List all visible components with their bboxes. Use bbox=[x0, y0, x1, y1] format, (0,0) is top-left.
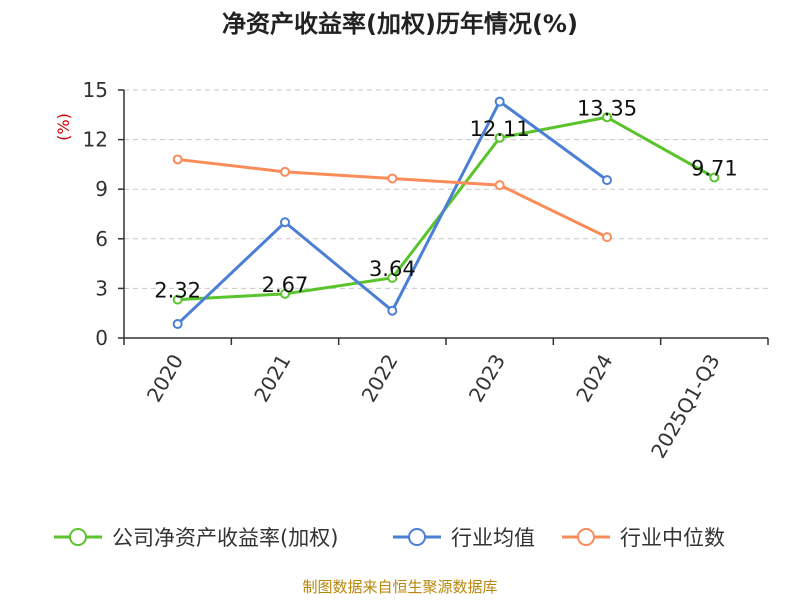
data-point bbox=[280, 288, 290, 299]
legend-item: 行业中位数 bbox=[562, 526, 725, 550]
data-point bbox=[602, 112, 612, 123]
x-tick-label: 2024 bbox=[571, 350, 617, 406]
y-tick-label: 12 bbox=[83, 128, 108, 152]
y-tick-label: 6 bbox=[95, 227, 108, 251]
data-point bbox=[172, 154, 183, 165]
legend-label: 行业中位数 bbox=[620, 526, 725, 550]
legend-marker bbox=[577, 528, 595, 546]
grid bbox=[124, 89, 768, 289]
x-tick-label: 2023 bbox=[464, 350, 510, 406]
data-label: 2.32 bbox=[154, 279, 201, 303]
legend: 公司净资产收益率(加权) 行业均值 行业中位数 bbox=[54, 526, 725, 550]
data-point bbox=[494, 96, 505, 107]
series-1 bbox=[172, 96, 612, 329]
legend-item: 公司净资产收益率(加权) bbox=[54, 526, 338, 550]
data-label: 2.67 bbox=[262, 273, 309, 297]
legend-marker bbox=[69, 528, 87, 546]
series bbox=[172, 96, 720, 329]
y-tick-label: 15 bbox=[83, 78, 108, 102]
axes: 0 3 6 9 12 15 2020 2021 2022 2023 2024 2025Q1-Q3 bbox=[83, 78, 769, 462]
data-label: 3.64 bbox=[369, 257, 416, 281]
x-tick-label: 2022 bbox=[356, 350, 402, 406]
data-point bbox=[602, 175, 612, 186]
y-tick-label: 3 bbox=[95, 276, 108, 300]
series-line bbox=[177, 157, 608, 239]
legend-marker bbox=[408, 528, 426, 546]
data-label: 12.11 bbox=[470, 117, 530, 141]
legend-label: 行业均值 bbox=[451, 526, 535, 550]
data-point bbox=[709, 172, 720, 183]
data-label: 9.71 bbox=[691, 156, 738, 180]
chart-title: 净资产收益率(加权)历年情况(%) bbox=[222, 10, 578, 38]
data-point bbox=[280, 166, 290, 177]
series-2 bbox=[172, 154, 612, 243]
data-point bbox=[387, 173, 398, 184]
x-tick-label: 2020 bbox=[142, 350, 188, 406]
data-point bbox=[602, 232, 612, 243]
data-labels: 2.32 2.67 3.64 12.11 13.35 9.71 bbox=[154, 96, 737, 302]
data-point bbox=[172, 294, 183, 305]
legend-item: 行业均值 bbox=[393, 526, 535, 550]
x-tick-label: 2021 bbox=[249, 350, 295, 406]
source-note: 制图数据来自恒生聚源数据库 bbox=[302, 578, 497, 596]
data-point bbox=[494, 180, 505, 191]
data-point bbox=[494, 132, 505, 143]
series-line bbox=[176, 100, 608, 326]
y-axis-label: (%) bbox=[54, 113, 73, 141]
data-label: 13.35 bbox=[577, 96, 637, 120]
y-tick-label: 0 bbox=[95, 326, 108, 350]
data-point bbox=[387, 305, 398, 316]
legend-label: 公司净资产收益率(加权) bbox=[112, 526, 338, 550]
x-tick-label: 2025Q1-Q3 bbox=[646, 350, 725, 462]
data-point bbox=[387, 272, 398, 283]
y-tick-label: 9 bbox=[95, 177, 108, 201]
data-point bbox=[172, 318, 183, 329]
data-point bbox=[280, 217, 290, 228]
